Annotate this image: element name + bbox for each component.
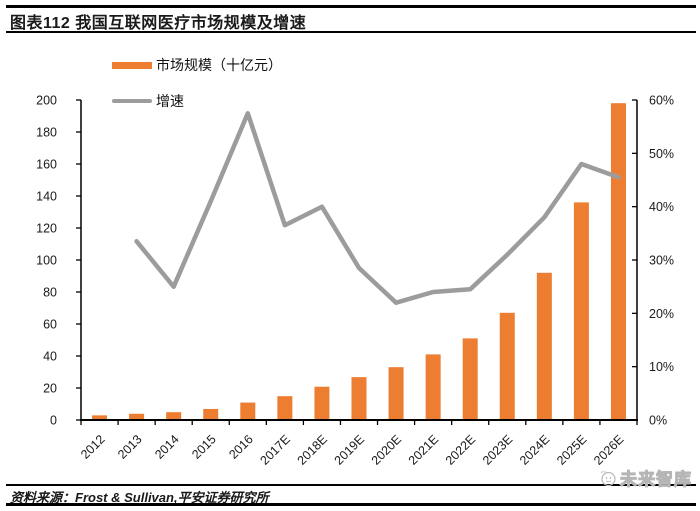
left-axis-label: 140 [36, 190, 57, 204]
right-axis-label: 60% [649, 94, 674, 108]
bar-2026E [610, 103, 626, 420]
left-axis-label: 0 [50, 414, 57, 428]
combo-chart: 0 20 40 60 80 100 120 140 160 180 200 0% 10% 20% 30% 40… [36, 94, 674, 468]
bar-2025E [573, 202, 589, 420]
x-axis-label: 2018E [295, 432, 330, 467]
bar-2024E [536, 272, 552, 420]
line-series-swatch [112, 99, 152, 103]
left-axis-label: 180 [36, 126, 57, 140]
bar-2014 [166, 412, 182, 420]
x-axis-label: 2021E [406, 432, 441, 467]
right-axis-label: 30% [649, 254, 674, 268]
x-axis-label: 2019E [332, 432, 367, 467]
bar-2023E [499, 312, 515, 420]
x-axis-label: 2012 [78, 432, 108, 462]
x-axis-label: 2025E [554, 432, 589, 467]
x-axis-label: 2026E [591, 432, 626, 467]
x-axis-label: 2024E [517, 432, 552, 467]
bottom-rule [6, 503, 696, 506]
chart-title: 图表112 我国互联网医疗市场规模及增速 [10, 15, 307, 32]
left-axis-label: 20 [43, 382, 57, 396]
legend-item-growth: 增速 [112, 92, 184, 110]
bar-2018E [314, 386, 330, 420]
x-axis-label: 2022E [443, 432, 478, 467]
x-axis-label: 2014 [152, 432, 182, 462]
right-axis-label: 40% [649, 200, 674, 214]
bar-2012 [92, 415, 108, 420]
right-axis-label: 10% [649, 360, 674, 374]
left-axis-label: 160 [36, 158, 57, 172]
x-axis-label: 2017E [258, 432, 293, 467]
left-axis-label: 60 [43, 318, 57, 332]
watermark-text: 未来智库 [620, 470, 692, 490]
growth-line [134, 111, 621, 305]
bar-2022E [462, 338, 478, 420]
source-top-rule [6, 484, 696, 486]
left-axis-label: 100 [36, 254, 57, 268]
bar-2017E [277, 396, 293, 420]
left-axis-label: 120 [36, 222, 57, 236]
legend-label-market-size: 市场规模（十亿元） [156, 57, 282, 73]
bar-2013 [129, 413, 145, 420]
watermark-logo-icon [600, 470, 616, 486]
x-axis-label: 2013 [115, 432, 145, 462]
left-axis-label: 200 [36, 94, 57, 108]
left-axis-label: 40 [43, 350, 57, 364]
left-axis-label: 80 [43, 286, 57, 300]
top-rule [6, 5, 696, 8]
bar-series-swatch [112, 61, 152, 69]
right-axis-label: 20% [649, 307, 674, 321]
bar-2021E [425, 354, 441, 420]
watermark: 未来智库 [599, 465, 692, 490]
x-axis-label: 2015 [189, 432, 219, 462]
legend-label-growth: 增速 [156, 93, 184, 109]
title-underline [6, 31, 696, 33]
bar-2015 [203, 408, 219, 420]
bar-2019E [351, 377, 367, 420]
bar-2020E [388, 367, 404, 420]
legend-item-market-size: 市场规模（十亿元） [112, 56, 282, 74]
right-axis-label: 50% [649, 147, 674, 161]
x-axis-label: 2016 [226, 432, 256, 462]
x-axis-label: 2020E [369, 432, 404, 467]
bar-2016 [240, 402, 256, 420]
right-axis-label: 0% [649, 414, 667, 428]
x-axis-label: 2023E [480, 432, 515, 467]
source-text: 资料来源：Frost & Sullivan,平安证券研究所 [10, 490, 269, 505]
